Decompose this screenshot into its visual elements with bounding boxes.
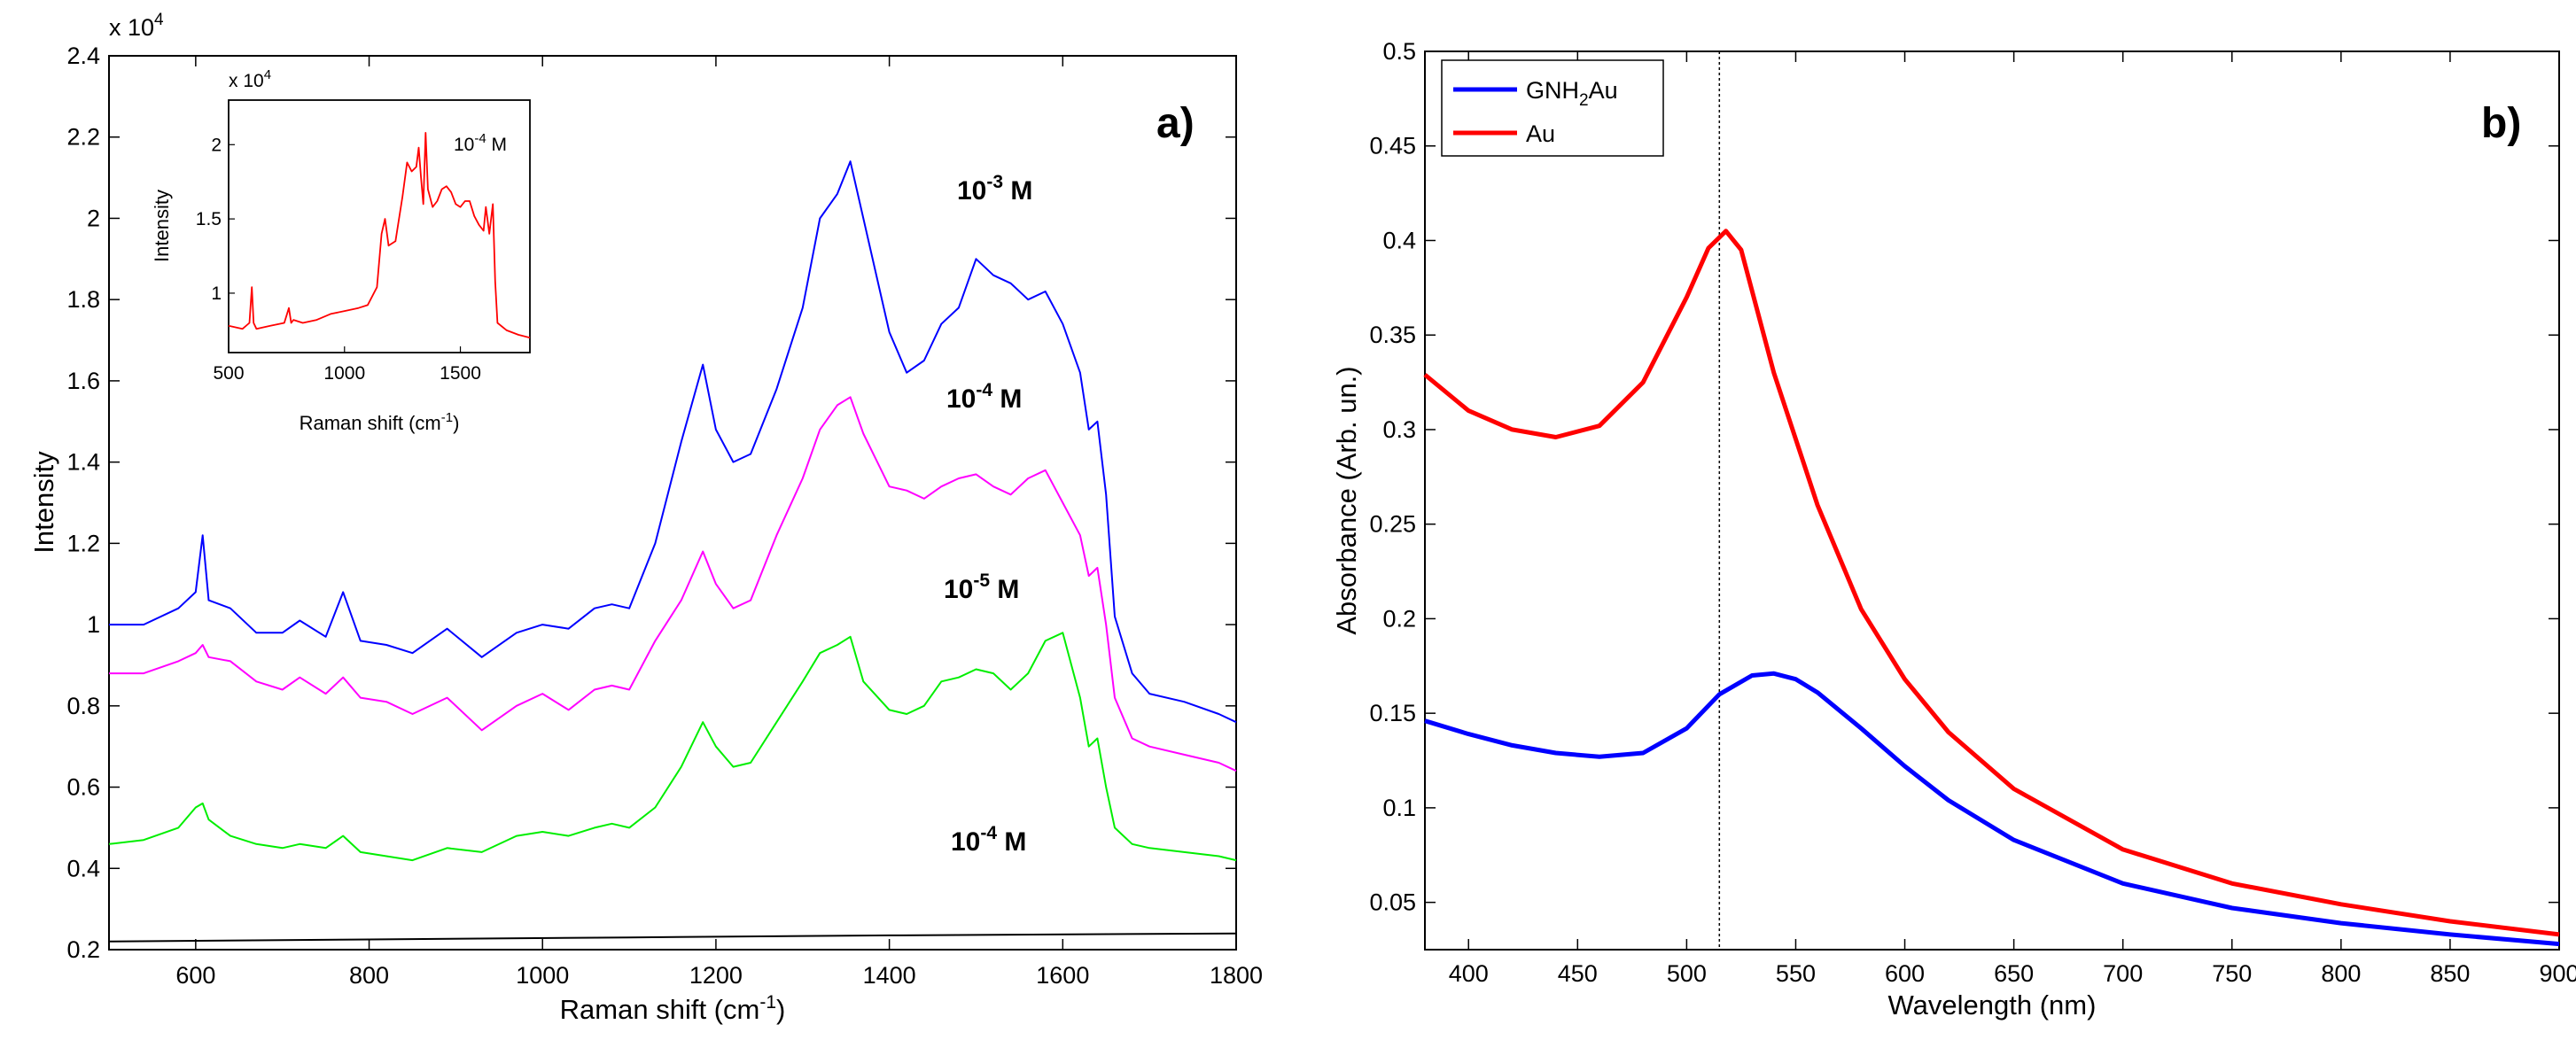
panel-b-y-axis-label: Absorbance (Arb. un.) <box>1331 366 1362 634</box>
inset-y-tick-label-1.5: 1.5 <box>196 209 222 229</box>
panel-a-plot-frame <box>108 55 1237 951</box>
inset-annotation: 10-4 M <box>454 131 507 155</box>
y-tick-label-1.4: 1.4 <box>66 449 100 476</box>
y-tick-label-2: 2 <box>87 205 100 231</box>
x-tick-label-1600: 1600 <box>1036 962 1089 989</box>
b-x-tick-label-850: 850 <box>2430 960 2470 987</box>
inset-series-line <box>228 131 531 339</box>
series-label-1e-3: 10-3 M <box>957 172 1032 206</box>
b-y-tick-label-0.35: 0.35 <box>1369 322 1416 348</box>
panel-b: 400 450 500 550 600 650 700 750 800 850 900 0.05 0.1… <box>1331 38 2576 1021</box>
inset-ticks: 500 1000 1500 1 1.5 2 <box>196 135 481 384</box>
y-tick-label-1.6: 1.6 <box>66 368 100 394</box>
inset-x-axis-label: Raman shift (cm-1) <box>300 410 460 434</box>
series-line-10e-3-m <box>109 160 1237 724</box>
y-tick-label-0.6: 0.6 <box>66 774 100 801</box>
panel-b-series <box>1423 229 2560 947</box>
legend-label-au: Au <box>1526 120 1555 147</box>
x-tick-label-1400: 1400 <box>863 962 916 989</box>
b-x-tick-label-500: 500 <box>1667 960 1707 987</box>
panel-b-plot-frame <box>1424 50 2560 951</box>
b-x-tick-label-900: 900 <box>2539 960 2576 987</box>
panel-a-y-axis-label: Intensity <box>28 451 59 554</box>
b-y-tick-label-0.25: 0.25 <box>1369 511 1416 538</box>
panel-b-x-axis-label: Wavelength (nm) <box>1888 990 2097 1021</box>
b-y-tick-label-0.15: 0.15 <box>1369 700 1416 726</box>
panel-a-series <box>108 160 1237 943</box>
b-y-tick-label-0.4: 0.4 <box>1382 227 1416 253</box>
y-tick-label-0.2: 0.2 <box>66 936 100 963</box>
y-tick-label-1: 1 <box>87 611 100 638</box>
y-tick-label-1.8: 1.8 <box>66 286 100 313</box>
legend-label-gnh2au: GNH2Au <box>1526 77 1618 110</box>
inset-y-tick-label-2: 2 <box>211 135 222 155</box>
inset-x-tick-label-1000: 1000 <box>323 363 365 384</box>
y-tick-label-0.8: 0.8 <box>66 693 100 719</box>
b-y-tick-label-0.1: 0.1 <box>1382 795 1416 821</box>
y-tick-label-2.2: 2.2 <box>66 124 100 151</box>
panel-b-ticks: 400 450 500 550 600 650 700 750 800 850 900 0.05 0.1… <box>1369 38 2576 987</box>
b-y-tick-label-0.45: 0.45 <box>1369 133 1416 159</box>
panel-a-multiplier: x 104 <box>109 11 164 41</box>
b-x-tick-label-600: 600 <box>1885 960 1925 987</box>
x-tick-label-1800: 1800 <box>1210 962 1263 989</box>
series-label-1e-5: 10-5 M <box>944 570 1019 604</box>
b-x-tick-label-800: 800 <box>2321 960 2361 987</box>
series-line-10e-4-m <box>109 396 1237 772</box>
y-tick-label-2.4: 2.4 <box>66 43 100 69</box>
y-tick-label-1.2: 1.2 <box>66 530 100 556</box>
b-x-tick-label-550: 550 <box>1776 960 1816 987</box>
panel-a: 600 800 1000 1200 1400 1600 1800 0.2 0.4 0.6 0.8 1 1… <box>28 11 1263 1025</box>
b-y-tick-label-0.2: 0.2 <box>1382 605 1416 632</box>
y-tick-label-0.4: 0.4 <box>66 855 100 881</box>
b-x-tick-label-450: 450 <box>1558 960 1598 987</box>
legend: GNH2Au Au <box>1441 59 1664 157</box>
series-line-au <box>1423 229 2560 937</box>
b-x-tick-label-400: 400 <box>1449 960 1489 987</box>
inset-chart: 500 1000 1500 1 1.5 2 x 104 10-4 M Raman shif… <box>151 67 531 434</box>
b-x-tick-label-650: 650 <box>1994 960 2034 987</box>
legend-box <box>1441 59 1664 157</box>
b-y-tick-label-0.5: 0.5 <box>1382 38 1416 65</box>
x-tick-label-1200: 1200 <box>689 962 743 989</box>
series-line-10e-4-m-baseline <box>108 932 1237 943</box>
series-label-1e-4-top: 10-4 M <box>946 380 1022 414</box>
x-tick-label-800: 800 <box>349 962 389 989</box>
inset-series <box>228 131 531 339</box>
panel-a-label: a) <box>1156 100 1195 147</box>
series-label-1e-4-baseline: 10-4 M <box>951 823 1026 857</box>
b-x-tick-label-750: 750 <box>2212 960 2252 987</box>
inset-x-tick-label-500: 500 <box>213 363 244 384</box>
inset-x-tick-label-1500: 1500 <box>440 363 481 384</box>
b-y-tick-label-0.3: 0.3 <box>1382 416 1416 443</box>
series-line-gnh2au <box>1424 671 2560 947</box>
panel-b-label: b) <box>2481 100 2521 147</box>
x-tick-label-1000: 1000 <box>516 962 569 989</box>
b-x-tick-label-700: 700 <box>2103 960 2143 987</box>
x-tick-label-600: 600 <box>175 962 215 989</box>
b-y-tick-label-0.05: 0.05 <box>1369 889 1416 916</box>
panel-a-x-axis-label: Raman shift (cm-1) <box>560 992 786 1025</box>
panel-a-ticks: 600 800 1000 1200 1400 1600 1800 0.2 0.4 0.6 0.8 1 1… <box>66 43 1263 989</box>
series-line-10e-5-m <box>108 632 1237 862</box>
inset-y-tick-label-1: 1 <box>211 283 222 304</box>
inset-y-axis-label: Intensity <box>151 190 173 262</box>
inset-multiplier: x 104 <box>229 67 271 91</box>
